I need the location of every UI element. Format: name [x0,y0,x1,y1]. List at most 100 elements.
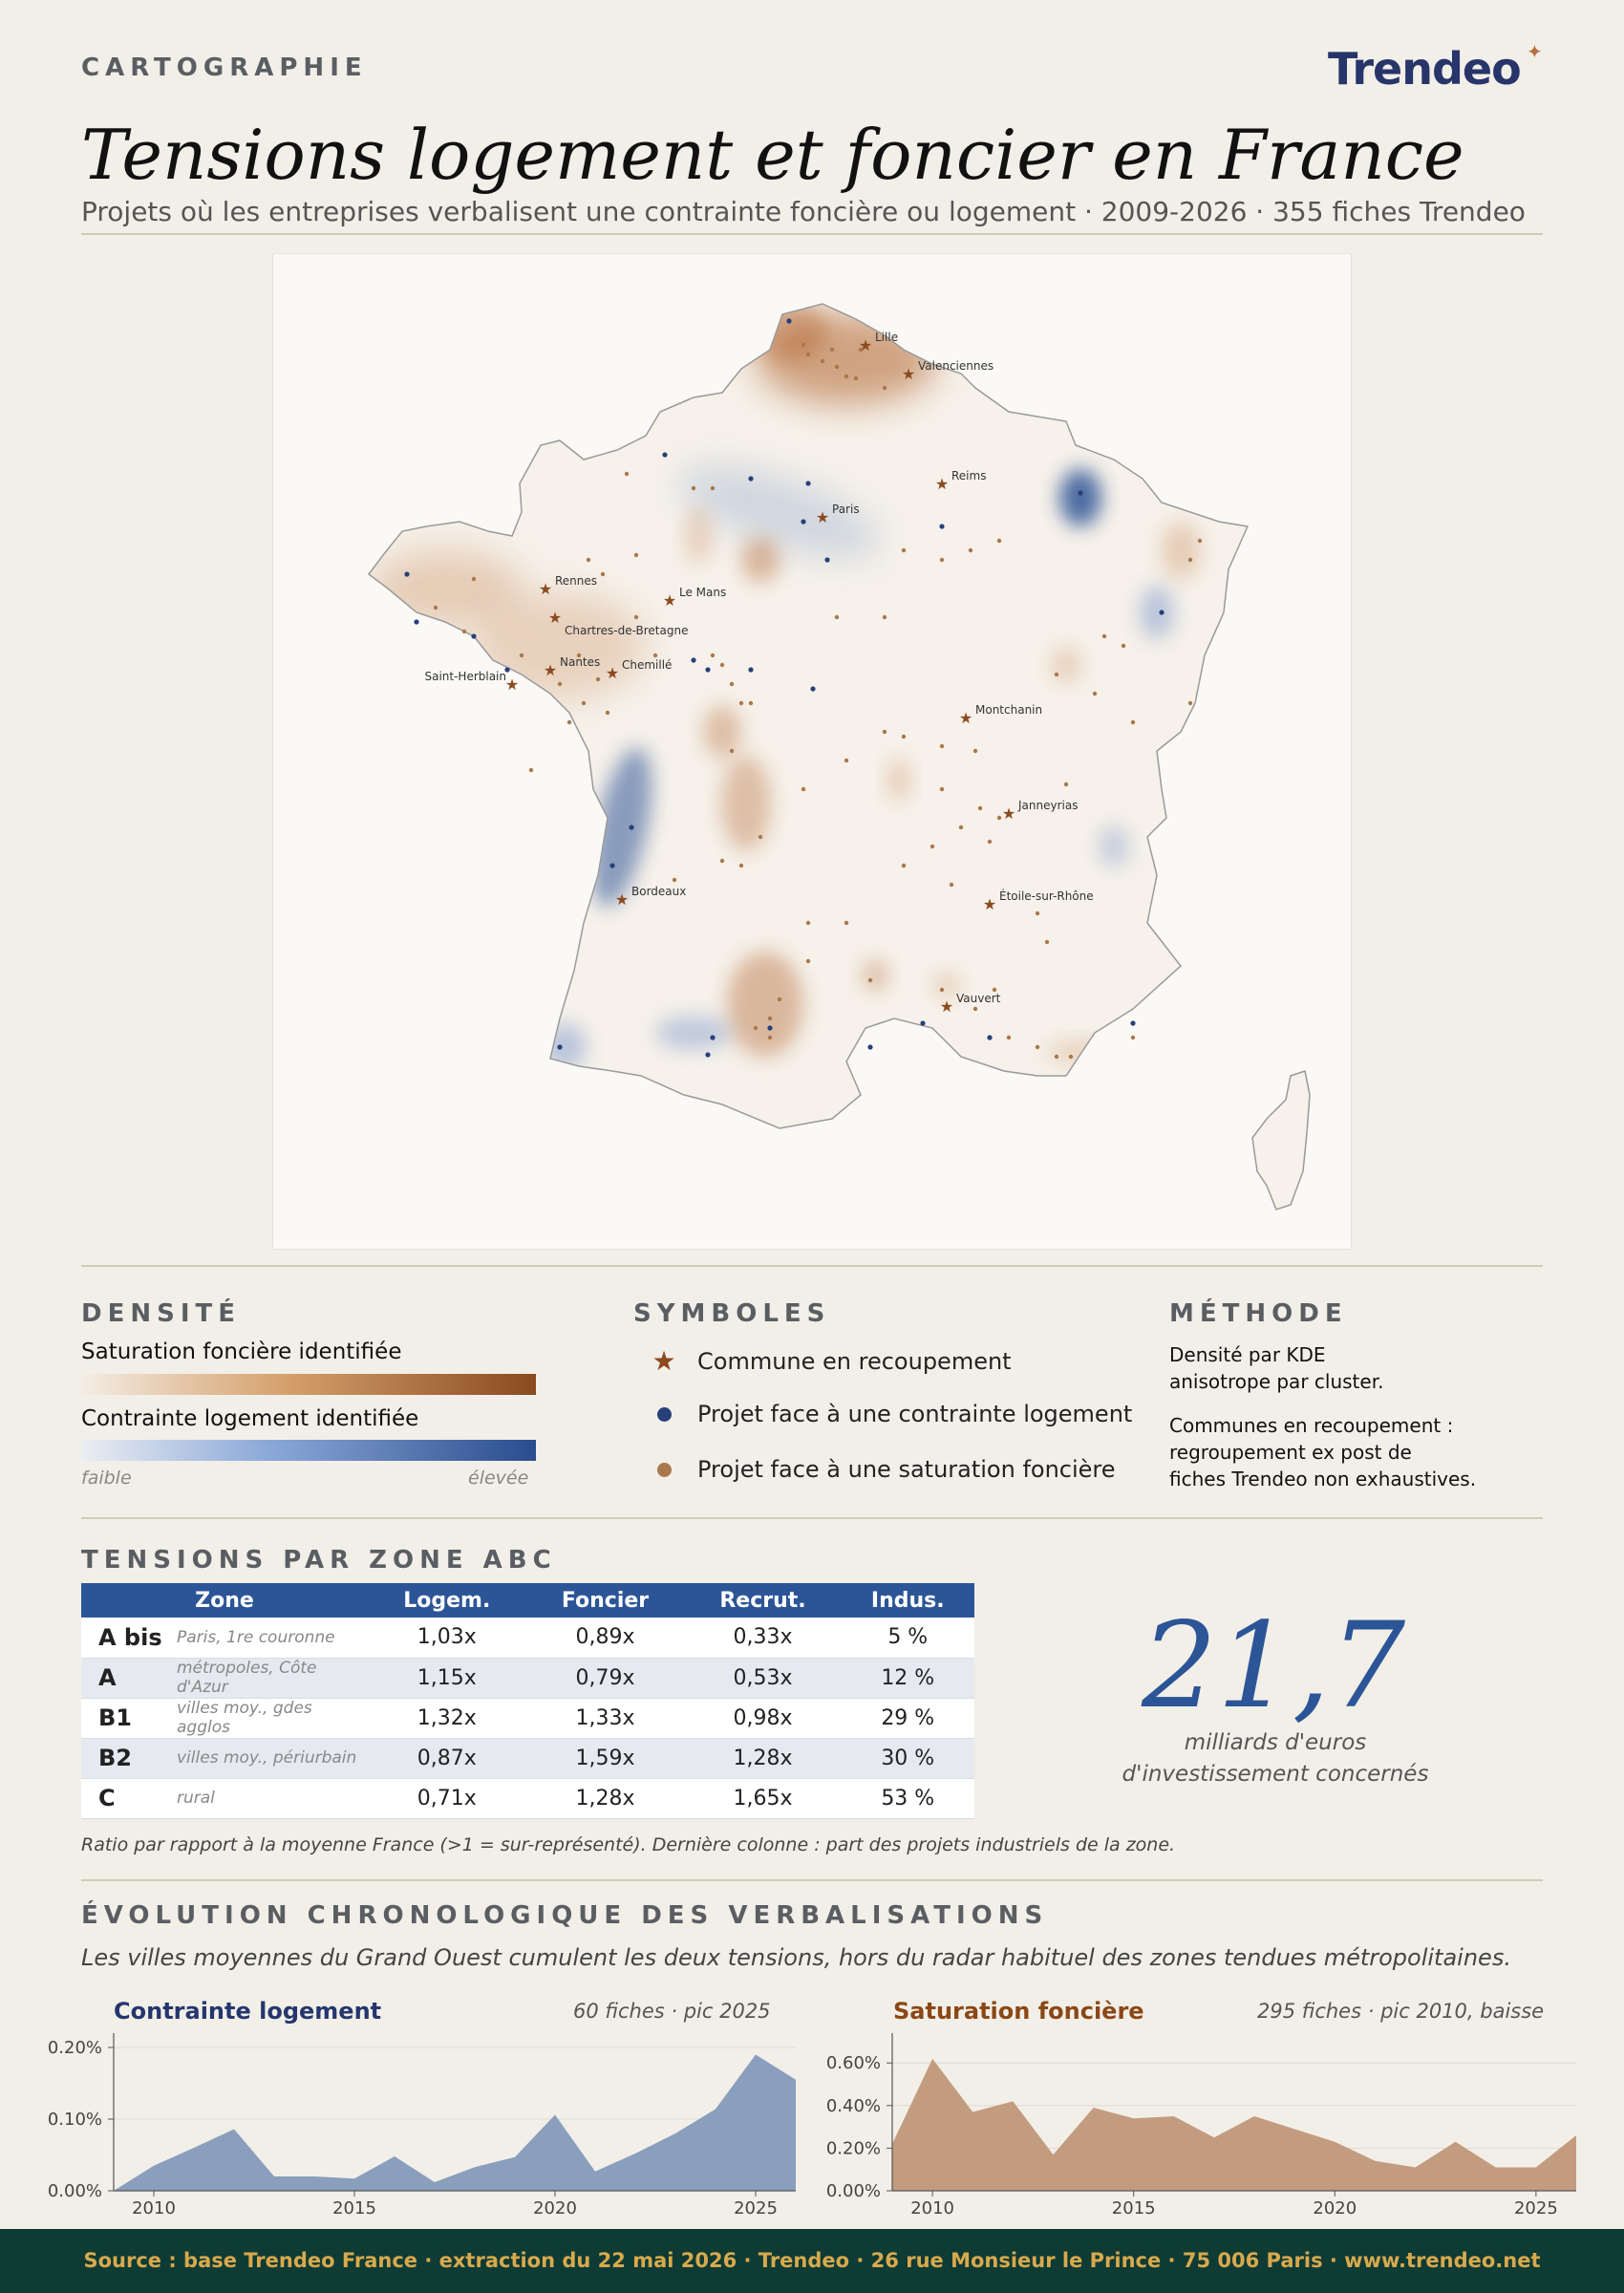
foncier-dot [1092,691,1098,696]
foncier-dot [1068,1054,1074,1060]
foncier-dot [1035,1044,1040,1050]
foncier-dot [930,844,935,849]
foncier-dot [901,547,907,553]
city-label: Étoile-sur-Rhône [999,889,1094,903]
city-star-icon: ★ [505,675,519,694]
zone-cell: A [81,1658,177,1699]
chart-title-logement: Contrainte logement [114,1998,382,2025]
trendeo-logo[interactable]: Trendeo [1328,43,1522,95]
foncier-dot [767,1016,773,1021]
foncier-dot [805,958,811,964]
city-star-icon: ★ [983,895,996,913]
foncier-dot [1035,911,1040,916]
city-star-icon: ★ [606,664,619,682]
divider [81,1879,1543,1881]
table-row: B2 villes moy., périurbain 0,87x 1,59x 1,28x… [81,1738,974,1779]
foncier-dot [471,576,477,582]
y-tick-label: 0.10% [48,2110,102,2130]
symbol-label: Projet face à une contrainte logement [697,1401,1133,1427]
city-star-icon: ★ [615,890,629,909]
logo-star-icon: ✦ [1527,40,1543,63]
foncier-dot [691,485,696,491]
area-series [114,2054,796,2191]
city-label: Le Mans [679,586,726,599]
x-tick-label: 2025 [1514,2198,1558,2217]
foncier-dot [576,653,582,658]
foncier-dot [777,996,782,1002]
method-text-1: Densité par KDE anisotrope par cluster. [1169,1343,1384,1393]
zone-cell: A bis [81,1618,177,1659]
map-panel[interactable]: ★ Lille ★ Valenciennes ★ Reims ★ Paris ★ Rennes ★ L… [272,253,1352,1250]
logement-density-label: Contrainte logement identifiée [81,1406,419,1431]
foncier-dot [753,1025,759,1031]
symbol-row-logement: Projet face à une contrainte logement [650,1401,1132,1427]
x-tick-label: 2015 [332,2198,376,2217]
city-label: Chartres-de-Bretagne [565,624,688,637]
foncier-dot [882,729,887,735]
foncier-dot [901,863,907,868]
big-number: 21,7 [1142,1597,1406,1735]
industrie-cell: 30 % [841,1738,974,1779]
foncier-dot [867,977,873,983]
foncier-dot [996,538,1002,544]
logement-dot [404,571,410,577]
chart-foncier: 0.00% 0.20% 0.40% 0.60% 2010 2015 2020 2025 [826,2033,1576,2217]
area-series [892,2058,1576,2191]
foncier-dot [844,758,849,763]
foncier-dot [801,786,806,792]
foncier-dot [972,1006,978,1012]
city-star-icon: ★ [663,591,676,610]
footer: Source : base Trendeo France · extractio… [0,2229,1624,2293]
symbol-label: Projet face à une saturation foncière [697,1456,1116,1483]
city-star-icon: ★ [935,475,949,493]
logement-dot [748,667,754,673]
foncier-dot [557,681,563,687]
france-map[interactable]: ★ Lille★ Valenciennes★ Reims★ Paris★ Rennes★ L… [273,254,1353,1251]
recrutement-cell: 0,98x [684,1698,842,1739]
foncier-dot [1187,700,1193,706]
logement-dot [748,476,754,482]
logement-dot [786,318,792,324]
foncier-dot [748,700,754,706]
zone-desc-cell: Paris, 1re couronne [177,1618,368,1659]
logement-dot [987,1035,993,1040]
logement-dot [1130,1020,1136,1026]
density-heading: DENSITÉ [81,1299,241,1328]
logement-cell: 0,71x [368,1778,526,1819]
foncier-dot [710,485,716,491]
table-note: Ratio par rapport à la moyenne France (>… [81,1834,1176,1855]
city-star-icon: ★ [959,709,972,727]
symbol-label: Commune en recoupement [697,1347,1012,1375]
foncier-dot [519,653,524,658]
logement-dot [920,1020,926,1026]
logement-cell: 1,32x [368,1698,526,1739]
x-tick-label: 2010 [910,2198,954,2217]
logement-dot [710,1035,716,1040]
y-tick-label: 0.00% [826,2181,881,2201]
foncier-dot [710,653,716,658]
foncier-dot [566,719,572,725]
evolution-heading: ÉVOLUTION CHRONOLOGIQUE DES VERBALISATIO… [81,1901,1049,1930]
foncier-dot [844,374,849,379]
foncier-dot [958,825,964,830]
foncier-dot [901,734,907,739]
zone-desc-cell: villes moy., gdes agglos [177,1698,368,1739]
city-label: Paris [832,503,860,516]
foncier-dot [977,805,983,811]
scale-high-label: élevée [468,1468,529,1489]
city-star-icon: ★ [859,336,872,354]
foncier-dot [972,748,978,754]
city-label: Vauvert [956,992,1001,1005]
y-tick-label: 0.00% [48,2181,102,2201]
x-tick-label: 2010 [132,2198,176,2217]
city-star-icon: ★ [1002,804,1015,823]
foncier-dot [1006,1035,1012,1040]
foncier-dot [1121,643,1126,649]
foncier-cell: 1,28x [525,1778,685,1819]
symbols-heading: SYMBOLES [633,1299,831,1328]
zone-cell: B2 [81,1738,177,1779]
city-label: Janneyrias [1017,799,1078,812]
foncier-dot [719,858,725,864]
zone-desc-cell: métropoles, Côte d'Azur [177,1658,368,1699]
logement-dot [1159,610,1165,615]
